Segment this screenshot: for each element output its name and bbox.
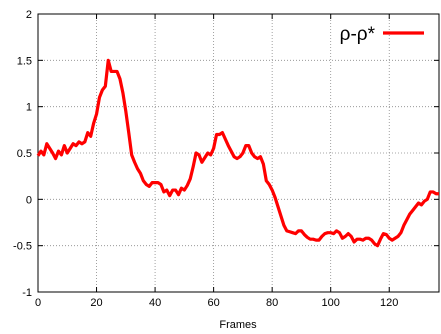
y-tick-label: 2 (26, 9, 32, 21)
grid-lines (38, 14, 439, 292)
series-line-rho (36, 58, 439, 248)
x-tick-label: 60 (207, 297, 219, 309)
legend: ρ-ρ* (340, 24, 424, 45)
y-tick-label: 0.5 (17, 148, 32, 160)
y-tick-label: -1 (22, 287, 32, 299)
y-tick-label: 1.5 (17, 55, 32, 67)
y-tick-label: -0.5 (13, 241, 32, 253)
x-tick-label: 100 (322, 297, 340, 309)
x-tick-label: 0 (35, 297, 41, 309)
y-tick-label: 0 (26, 194, 32, 206)
legend-label: ρ-ρ* (340, 24, 376, 45)
x-tick-label: 20 (90, 297, 102, 309)
x-tick-labels: 0 20 40 60 80 100 120 (35, 297, 398, 309)
x-axis-label: Frames (219, 319, 257, 331)
x-tick-label: 80 (266, 297, 278, 309)
y-tick-label: 1 (26, 102, 32, 114)
axis-ticks (37, 13, 439, 293)
x-tick-label: 40 (149, 297, 161, 309)
x-tick-label: 120 (380, 297, 398, 309)
y-tick-labels: -1 -0.5 0 0.5 1 1.5 2 (13, 9, 32, 299)
